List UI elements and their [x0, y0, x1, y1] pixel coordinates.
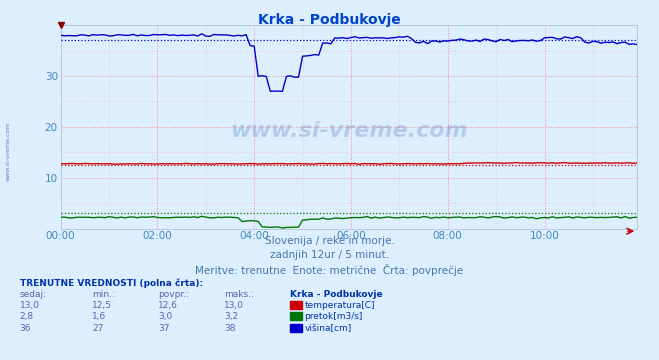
- Text: 27: 27: [92, 324, 103, 333]
- Text: zadnjih 12ur / 5 minut.: zadnjih 12ur / 5 minut.: [270, 250, 389, 260]
- Text: Krka - Podbukovje: Krka - Podbukovje: [258, 13, 401, 27]
- Text: Slovenija / reke in morje.: Slovenija / reke in morje.: [264, 236, 395, 246]
- Text: povpr.:: povpr.:: [158, 290, 189, 299]
- Text: 38: 38: [224, 324, 235, 333]
- Text: Krka - Podbukovje: Krka - Podbukovje: [290, 290, 383, 299]
- Text: 2,8: 2,8: [20, 312, 34, 321]
- Text: temperatura[C]: temperatura[C]: [304, 301, 375, 310]
- Text: 13,0: 13,0: [20, 301, 40, 310]
- Text: www.si-vreme.com: www.si-vreme.com: [230, 121, 468, 141]
- Text: 3,0: 3,0: [158, 312, 173, 321]
- Text: 12,5: 12,5: [92, 301, 112, 310]
- Text: višina[cm]: višina[cm]: [304, 324, 352, 333]
- Text: TRENUTNE VREDNOSTI (polna črta):: TRENUTNE VREDNOSTI (polna črta):: [20, 279, 203, 288]
- Text: min.:: min.:: [92, 290, 115, 299]
- Text: maks.:: maks.:: [224, 290, 254, 299]
- Text: 3,2: 3,2: [224, 312, 238, 321]
- Text: sedaj:: sedaj:: [20, 290, 47, 299]
- Text: 1,6: 1,6: [92, 312, 107, 321]
- Text: Meritve: trenutne  Enote: metrične  Črta: povprečje: Meritve: trenutne Enote: metrične Črta: …: [195, 264, 464, 275]
- Text: 37: 37: [158, 324, 169, 333]
- Text: www.si-vreme.com: www.si-vreme.com: [5, 121, 11, 181]
- Text: 12,6: 12,6: [158, 301, 178, 310]
- Text: 36: 36: [20, 324, 31, 333]
- Text: 13,0: 13,0: [224, 301, 244, 310]
- Text: pretok[m3/s]: pretok[m3/s]: [304, 312, 363, 321]
